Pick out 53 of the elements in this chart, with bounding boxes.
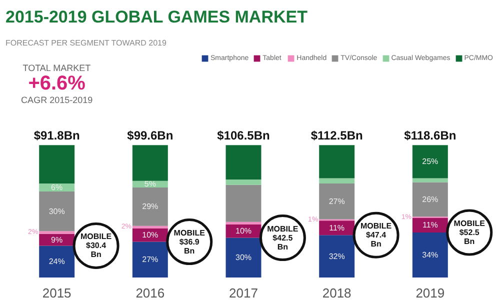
annotation: MOBILE $47.4 Bn <box>360 222 392 249</box>
annotation: MOBILE $42.5 Bn <box>267 224 299 252</box>
data-label: 27% <box>328 196 345 206</box>
bar <box>319 178 355 184</box>
chart-title: 2015-2019 GLOBAL GAMES MARKET <box>6 8 308 26</box>
annotation: MOBILE $36.9 Bn <box>174 228 206 256</box>
bar <box>226 145 262 180</box>
bar <box>412 178 448 182</box>
data-label: 9% <box>51 235 63 244</box>
text: CAGR 2015-2019 <box>21 94 93 105</box>
x-tick-label: 2016 <box>136 286 165 300</box>
x-tick-label: 2017 <box>229 286 258 300</box>
bar <box>412 182 448 217</box>
bar <box>226 184 262 222</box>
text: +6.6% <box>28 72 86 94</box>
bar <box>132 145 168 181</box>
bar <box>412 145 448 178</box>
data-label: 30% <box>48 206 65 216</box>
data-label: 29% <box>142 202 158 212</box>
data-label: 10% <box>142 230 158 240</box>
bar <box>132 188 168 226</box>
annotation: MOBILE $30.4 Bn <box>80 232 112 260</box>
data-label: 27% <box>142 255 158 264</box>
data-label: 24% <box>48 257 65 266</box>
data-label: 5% <box>144 180 156 189</box>
bar <box>39 145 75 184</box>
data-label: 32% <box>328 252 345 261</box>
bar <box>226 222 262 225</box>
annotation: $106.5Bn <box>217 128 270 142</box>
x-tick-label: 2015 <box>42 286 72 300</box>
data-label: 26% <box>422 194 438 204</box>
annotation: $99.6Bn <box>127 128 174 142</box>
bar <box>39 191 75 232</box>
annotation: $112.5Bn <box>310 128 363 142</box>
data-label: 11% <box>329 223 345 232</box>
annotation: MOBILE $52.5 Bn <box>454 219 486 246</box>
data-label: 25% <box>422 157 438 166</box>
bar <box>39 231 75 234</box>
chart-subtitle: FORECAST PER SEGMENT TOWARD 2019 <box>6 38 167 48</box>
bar <box>226 180 262 185</box>
annotation: $118.6Bn <box>404 128 456 142</box>
x-tick-label: 2019 <box>416 286 445 300</box>
bar <box>132 226 168 229</box>
bar <box>319 145 355 178</box>
data-label: 10% <box>235 226 252 236</box>
text: TOTAL MARKET <box>22 63 92 74</box>
data-label: 11% <box>422 220 438 230</box>
data-label: 6% <box>51 183 63 192</box>
bar <box>319 184 355 220</box>
x-tick-label: 2018 <box>322 286 352 300</box>
data-label: 34% <box>422 250 438 260</box>
annotation: $91.8Bn <box>34 128 80 142</box>
data-label: 30% <box>235 253 252 262</box>
